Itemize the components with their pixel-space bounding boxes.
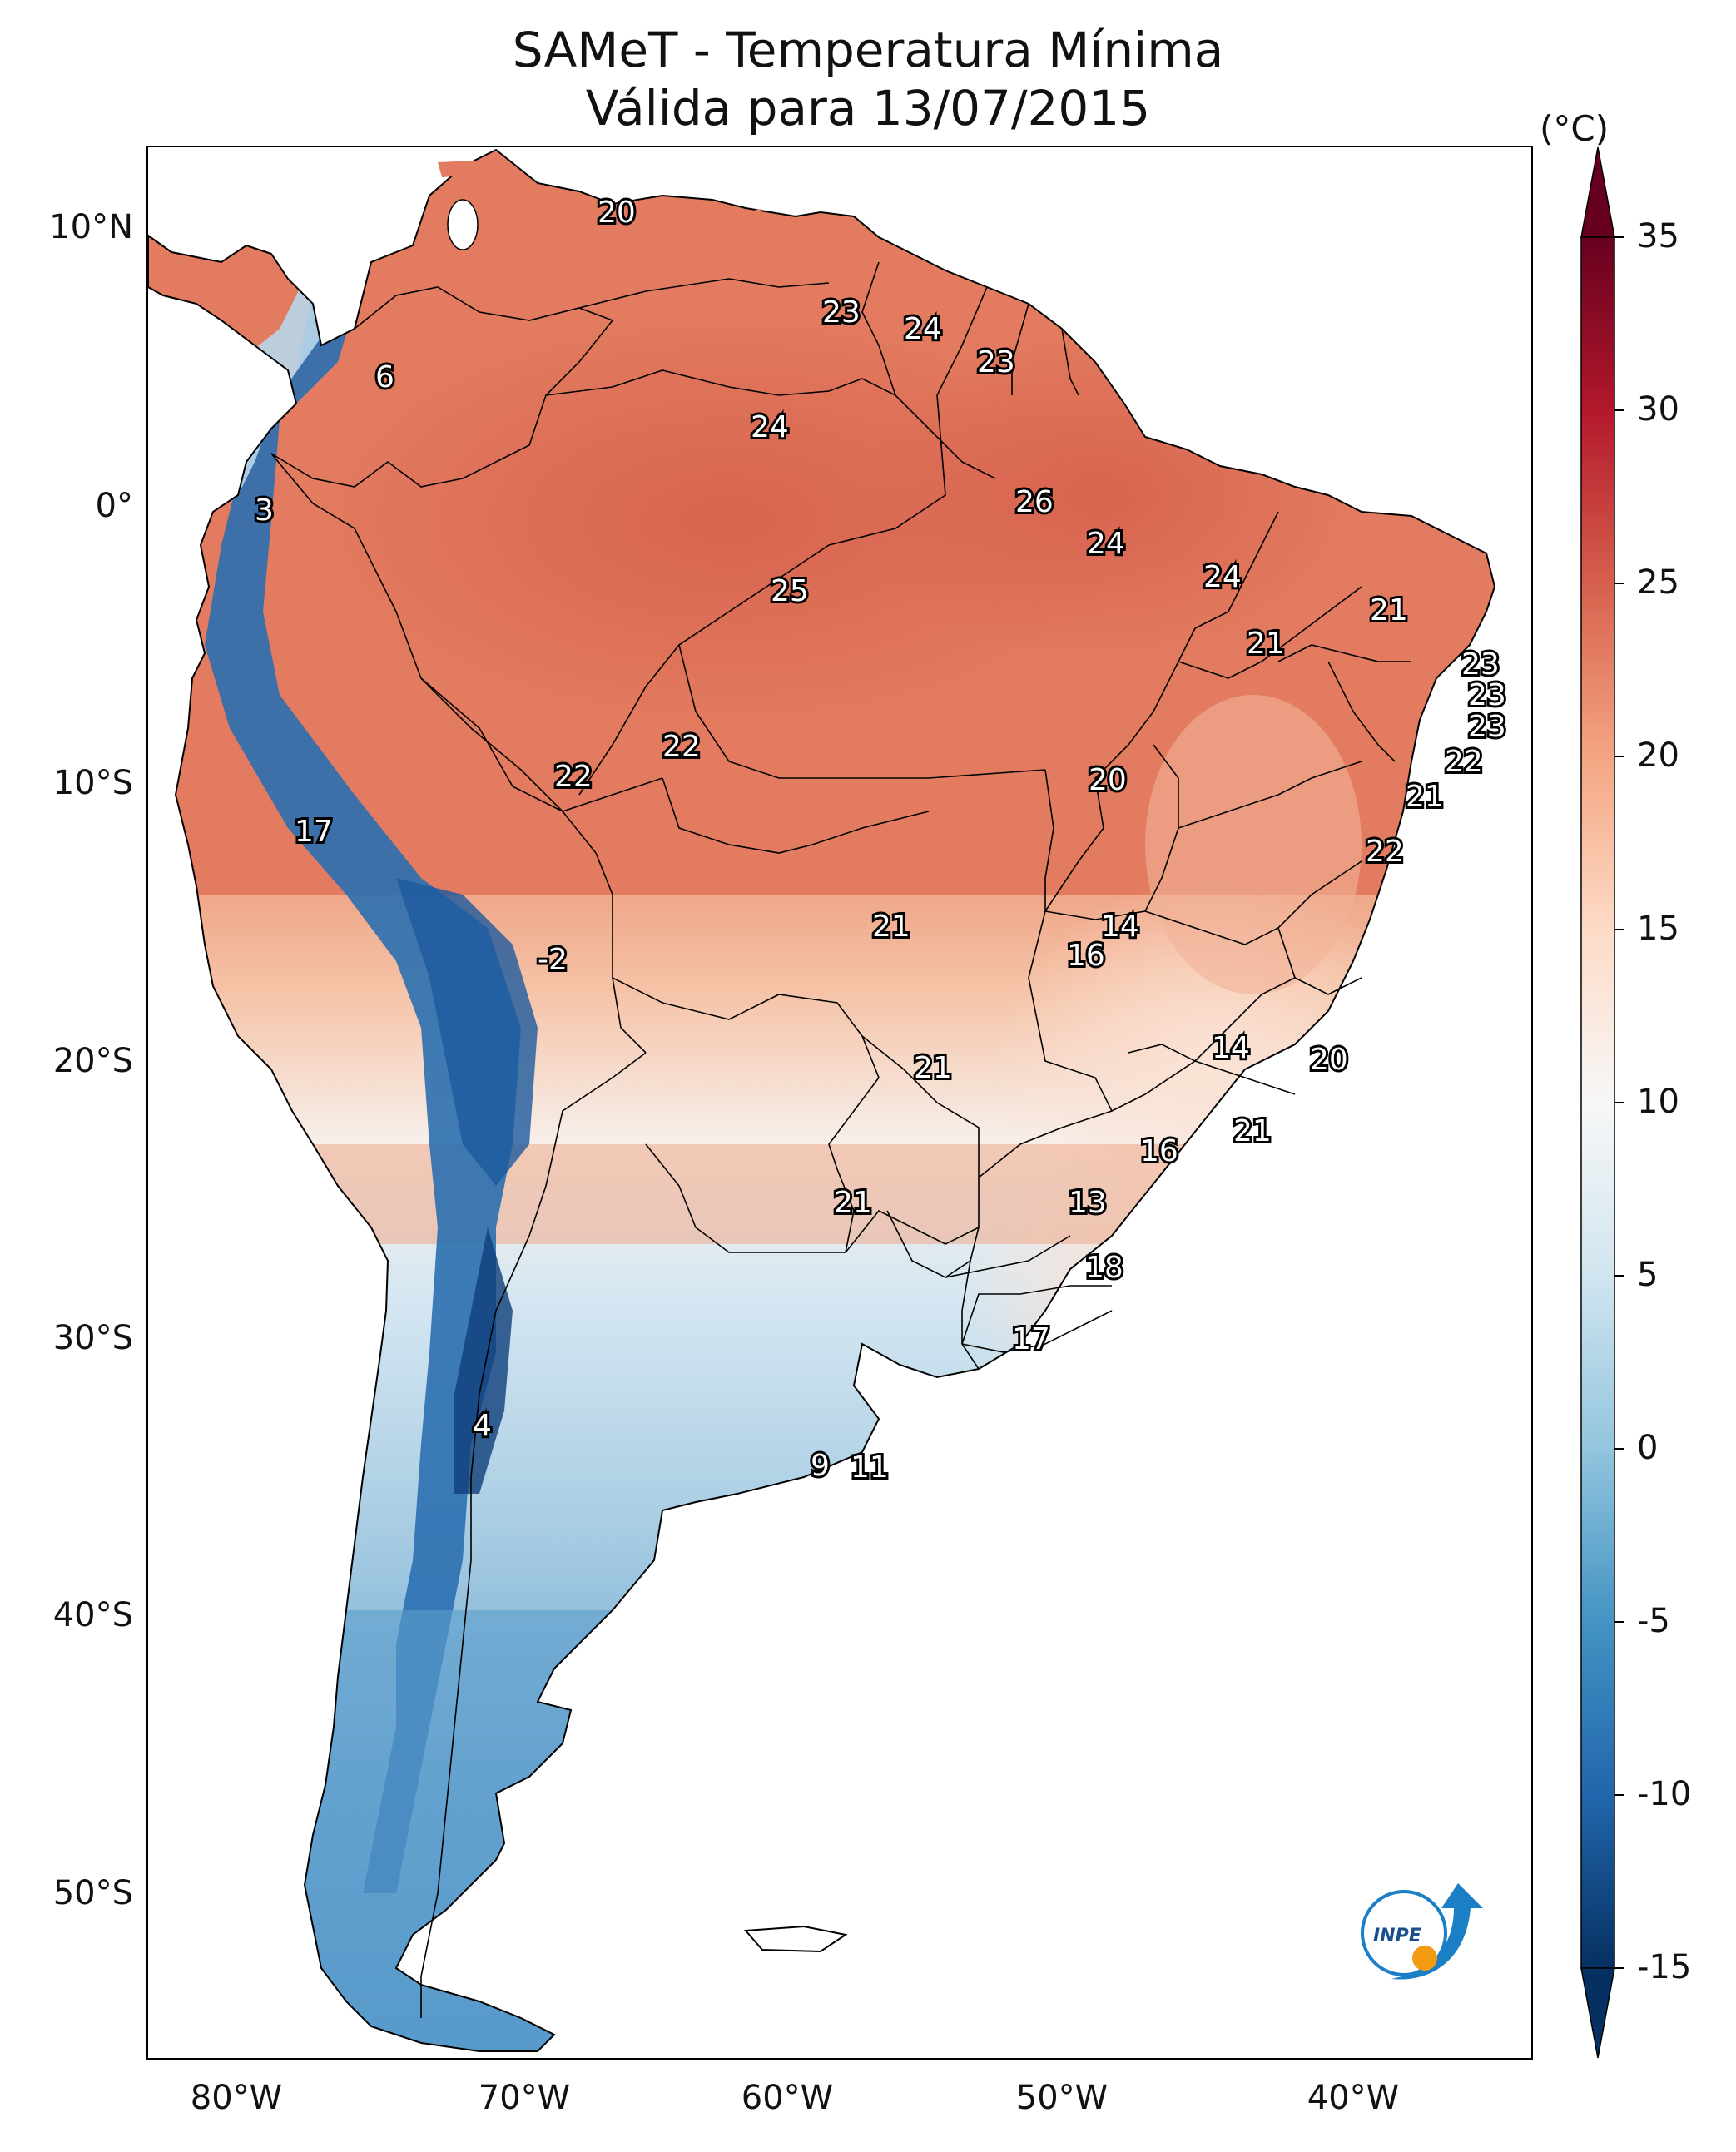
colorbar-unit: (°C) (1540, 108, 1610, 149)
temp-label: 26 (1015, 485, 1054, 519)
country-borders (270, 261, 1411, 2018)
temp-label: 24 (1087, 527, 1125, 561)
temp-label: 11 (851, 1450, 889, 1485)
temp-label: 23 (977, 345, 1015, 379)
temp-label: 23 (1468, 710, 1506, 744)
temp-label: 6 (375, 360, 394, 394)
logo-text: INPE (1373, 1926, 1421, 1946)
temp-label: 21 (1233, 1114, 1272, 1148)
colorbar-tick: 15 (1637, 910, 1679, 948)
lon-tick-50w: 50°W (1015, 2079, 1109, 2117)
temp-label: 18 (1085, 1251, 1123, 1285)
temp-label: 3 (255, 493, 274, 528)
temp-label: 13 (1069, 1186, 1107, 1220)
colorbar-tick: 25 (1637, 563, 1679, 602)
temp-label: 21 (1247, 627, 1285, 661)
caribbean-island (438, 161, 478, 177)
temperature-map: 20 23 24 23 6 24 3 26 24 24 25 21 21 23 … (146, 146, 1533, 2060)
temp-label: -2 (538, 943, 568, 977)
temp-label: 24 (751, 410, 789, 444)
temp-label: 16 (1067, 939, 1105, 973)
colorbar-tick: -15 (1637, 1948, 1692, 1986)
lon-tick-70w: 70°W (478, 2079, 571, 2117)
temp-label: 17 (295, 815, 333, 849)
lon-tick-40w: 40°W (1307, 2079, 1400, 2117)
colorbar-tick: 35 (1637, 217, 1679, 255)
temp-label: 17 (1012, 1322, 1050, 1356)
temp-label: 23 (1461, 647, 1500, 682)
temp-label: 9 (811, 1449, 830, 1483)
temp-label: 14 (1212, 1031, 1250, 1065)
colorbar (1580, 146, 1624, 2059)
temp-label: 22 (662, 730, 701, 764)
temp-label: 21 (872, 910, 910, 944)
land-fill (148, 150, 1495, 2051)
temp-label: 24 (904, 312, 942, 346)
colorbar-min-extend (1580, 1967, 1615, 2059)
lon-tick-60w: 60°W (741, 2079, 834, 2117)
temp-label: 16 (1140, 1134, 1178, 1168)
caribbean-island (746, 209, 762, 224)
lat-tick-30s: 30°S (52, 1319, 133, 1357)
falklands (743, 1925, 848, 1953)
colorbar-tick: 0 (1637, 1429, 1659, 1467)
colorbar-tick: 5 (1637, 1256, 1659, 1294)
lat-tick-10n: 10°N (49, 208, 133, 246)
map-title: SAMeT - Temperatura Mínima (512, 22, 1224, 78)
lon-tick-80w: 80°W (190, 2079, 283, 2117)
temperature-labels: 20 23 24 23 6 24 3 26 24 24 25 21 21 23 … (252, 193, 1509, 1487)
inpe-logo: INPE (1361, 1883, 1483, 1980)
temp-label: 21 (834, 1186, 872, 1220)
lake-maracaibo (447, 199, 479, 250)
lat-tick-10s: 10°S (52, 764, 133, 802)
temp-label: 24 (1203, 560, 1242, 594)
colorbar-tick: 10 (1637, 1083, 1679, 1121)
temp-label: 21 (914, 1051, 952, 1085)
temp-label: 21 (1406, 780, 1444, 814)
lat-tick-20s: 20°S (52, 1042, 133, 1080)
lat-tick-40s: 40°S (52, 1596, 133, 1634)
temp-label: 4 (473, 1409, 492, 1443)
temp-label: 20 (1310, 1043, 1348, 1077)
colorbar-tick: 20 (1637, 736, 1679, 775)
temp-label: 22 (1445, 745, 1483, 779)
temp-label: 20 (598, 196, 636, 230)
temp-label: 22 (1366, 835, 1404, 869)
colorbar-tick: -10 (1637, 1775, 1692, 1813)
lat-tick-0: 0° (95, 487, 133, 525)
temp-label: 25 (771, 574, 809, 608)
temp-label: 21 (1370, 593, 1408, 627)
map-subtitle: Válida para 13/07/2015 (585, 80, 1151, 136)
colorbar-gradient (1580, 236, 1615, 1969)
colorbar-max-extend (1580, 146, 1615, 238)
temp-label: 20 (1089, 763, 1127, 797)
colorbar-tick: 30 (1637, 390, 1679, 429)
temp-label: 23 (822, 295, 861, 330)
lat-tick-50s: 50°S (52, 1874, 133, 1912)
temp-label: 22 (554, 760, 593, 794)
colorbar-tick: -5 (1637, 1602, 1670, 1640)
temp-label: 14 (1101, 910, 1139, 944)
temp-label: 23 (1468, 678, 1506, 712)
